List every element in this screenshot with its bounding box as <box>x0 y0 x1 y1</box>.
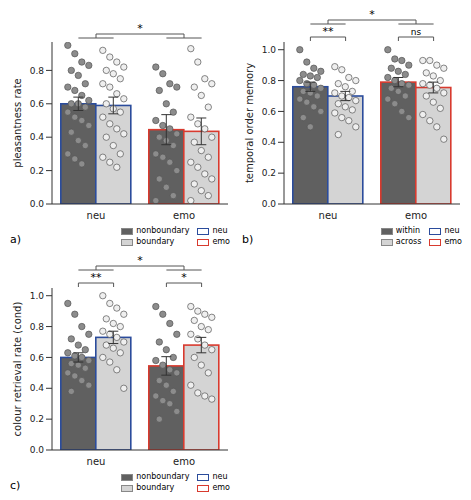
svg-text:*: * <box>137 22 143 35</box>
html-text:emo: emo <box>444 237 462 246</box>
html-text:neu: neu <box>212 472 228 481</box>
svg-text:neu: neu <box>319 210 338 221</box>
svg-text:0.2: 0.2 <box>262 168 276 178</box>
svg-text:0.0: 0.0 <box>30 445 45 455</box>
svg-text:1.0: 1.0 <box>262 45 277 55</box>
svg-text:pleasantness rate: pleasantness rate <box>12 78 23 167</box>
svg-text:0.8: 0.8 <box>30 322 45 332</box>
svg-text:*: * <box>137 254 143 267</box>
html-text:boundary: boundary <box>136 483 175 492</box>
svg-text:*: * <box>369 8 375 21</box>
html-text:boundary: boundary <box>136 237 175 246</box>
html-text:within: within <box>395 226 420 235</box>
svg-text:emo: emo <box>405 210 427 221</box>
html-text:b): b) <box>242 233 254 246</box>
html-text:c): c) <box>10 479 21 492</box>
svg-text:colour retrieval rate (cond): colour retrieval rate (cond) <box>12 302 23 437</box>
svg-text:0.2: 0.2 <box>30 414 44 424</box>
svg-text:0.8: 0.8 <box>262 76 277 86</box>
svg-text:0.6: 0.6 <box>30 99 45 109</box>
svg-text:0.0: 0.0 <box>30 199 45 209</box>
html-text:emo: emo <box>212 237 230 246</box>
svg-text:0.4: 0.4 <box>30 132 45 142</box>
svg-text:0.6: 0.6 <box>262 107 277 117</box>
html-text:a): a) <box>10 233 21 246</box>
html-text:neu: neu <box>444 226 460 235</box>
svg-text:*: * <box>181 271 187 284</box>
svg-text:1.0: 1.0 <box>30 291 45 301</box>
html-text:nonboundary: nonboundary <box>136 472 190 481</box>
svg-text:neu: neu <box>87 210 106 221</box>
html-text:nonboundary: nonboundary <box>136 226 190 235</box>
svg-text:0.8: 0.8 <box>30 66 45 76</box>
svg-text:**: ** <box>323 25 335 38</box>
svg-text:0.4: 0.4 <box>30 383 45 393</box>
html-text:neu: neu <box>212 226 228 235</box>
svg-text:**: ** <box>91 271 103 284</box>
svg-text:0.6: 0.6 <box>30 353 45 363</box>
svg-text:0.4: 0.4 <box>262 137 277 147</box>
svg-text:neu: neu <box>87 456 106 467</box>
html-text:emo: emo <box>212 483 230 492</box>
svg-text:ns: ns <box>411 27 422 37</box>
html-text:across: across <box>395 237 422 246</box>
svg-text:emo: emo <box>173 456 195 467</box>
svg-text:0.0: 0.0 <box>262 199 277 209</box>
svg-text:0.2: 0.2 <box>30 166 44 176</box>
svg-text:emo: emo <box>173 210 195 221</box>
svg-text:temporal order memory: temporal order memory <box>244 63 255 183</box>
